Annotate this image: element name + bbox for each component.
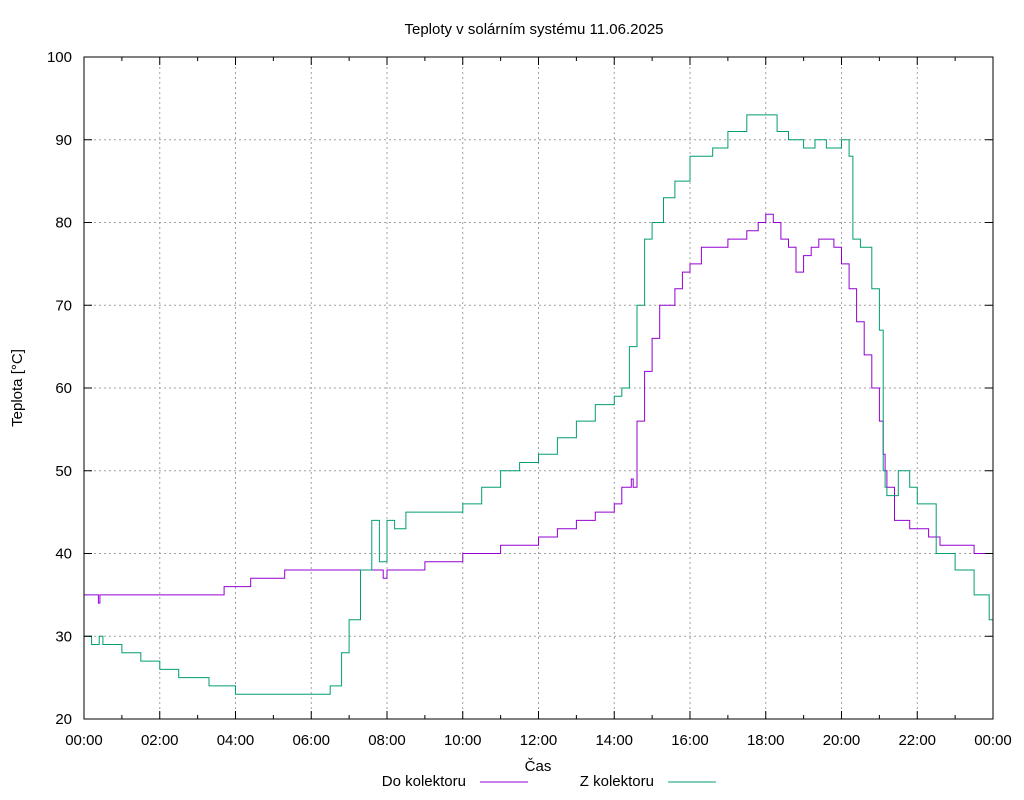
- y-axis-label: Teplota [°C]: [9, 349, 26, 427]
- x-tick-label: 00:00: [65, 732, 103, 749]
- x-axis: 00:00 02:00 04:00 06:00 08:00 10:00 12:00 14:00…: [65, 57, 1012, 749]
- x-tick-label: 08:00: [368, 732, 406, 749]
- y-tick-label: 60: [55, 380, 72, 397]
- y-tick-label: 30: [55, 628, 72, 645]
- y-tick-label: 50: [55, 463, 72, 480]
- x-tick-label: 20:00: [823, 732, 861, 749]
- y-tick-label: 80: [55, 215, 72, 232]
- y-axis: 20 30 40 50 60 70 80 90 100: [47, 49, 993, 728]
- x-tick-label: 00:00: [974, 732, 1012, 749]
- x-tick-label: 02:00: [141, 732, 179, 749]
- grid: [84, 57, 993, 719]
- x-tick-label: 04:00: [217, 732, 255, 749]
- x-tick-label: 10:00: [444, 732, 482, 749]
- legend-label-1: Do kolektoru: [382, 773, 466, 790]
- y-tick-label: 40: [55, 546, 72, 563]
- x-tick-label: 18:00: [747, 732, 785, 749]
- legend-label-2: Z kolektoru: [580, 773, 654, 790]
- x-axis-label: Čas: [525, 758, 552, 775]
- chart-title: Teploty v solárním systému 11.06.2025: [404, 21, 663, 38]
- legend: Do kolektoru Z kolektoru: [382, 773, 716, 790]
- x-tick-label: 22:00: [898, 732, 936, 749]
- series-line-1: [84, 213, 994, 604]
- y-tick-label: 20: [55, 711, 72, 728]
- x-tick-label: 12:00: [520, 732, 558, 749]
- y-tick-label: 90: [55, 132, 72, 149]
- x-tick-label: 16:00: [671, 732, 709, 749]
- series-line-2: [84, 114, 994, 695]
- series-group: [84, 114, 994, 695]
- x-tick-label: 06:00: [292, 732, 330, 749]
- x-tick-label: 14:00: [595, 732, 633, 749]
- y-tick-label: 70: [55, 297, 72, 314]
- y-tick-label: 100: [47, 49, 72, 66]
